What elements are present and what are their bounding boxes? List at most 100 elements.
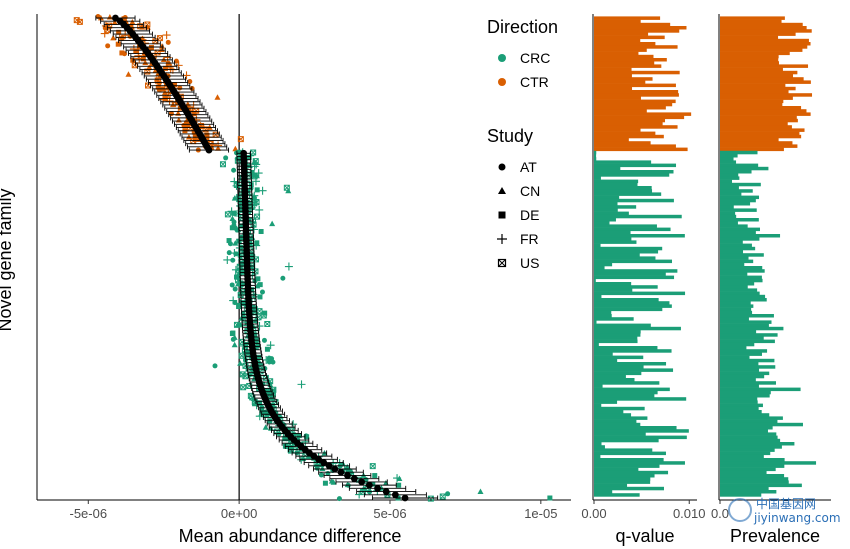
study-point xyxy=(184,122,190,128)
prevalence-bar xyxy=(720,205,734,209)
prevalence-bar xyxy=(720,93,813,97)
q-value-bar xyxy=(594,477,651,481)
prevalence-bar xyxy=(720,102,783,107)
q-value-bar xyxy=(594,317,634,321)
prevalence-bar xyxy=(720,374,765,379)
prevalence-bar xyxy=(720,426,773,430)
prevalence-bar xyxy=(720,211,736,216)
prevalence-bar xyxy=(720,438,781,443)
mean-point xyxy=(344,472,351,479)
q-value-bar xyxy=(594,186,652,190)
prevalence-bar xyxy=(720,470,767,475)
x-tick-label: 1e-05 xyxy=(524,506,557,521)
prevalence-bar xyxy=(720,278,763,283)
q-value-bar xyxy=(594,122,663,126)
q-value-bar xyxy=(594,467,639,472)
study-point xyxy=(439,493,446,500)
q-value-bar xyxy=(594,227,671,232)
q-value-bar xyxy=(594,285,658,289)
prevalence-bar xyxy=(720,272,748,276)
study-point xyxy=(250,162,259,171)
prevalence-bar xyxy=(720,32,796,36)
study-point xyxy=(165,39,171,45)
study-point xyxy=(246,349,252,355)
q-value-bar xyxy=(594,272,666,276)
q-value-bar xyxy=(594,128,641,132)
prevalence-bar xyxy=(720,218,759,222)
prevalence-bar xyxy=(720,179,733,184)
study-point xyxy=(191,111,197,117)
q-value-bar xyxy=(594,54,654,59)
q-value-bar xyxy=(594,246,663,251)
q-value-bar xyxy=(594,109,647,113)
watermark-url: jiyinwang.com xyxy=(753,511,841,525)
prevalence-bar xyxy=(720,250,744,254)
study-point xyxy=(121,16,127,22)
q-value-bar xyxy=(594,96,641,100)
prevalence-bar xyxy=(720,342,755,347)
prevalence-bar xyxy=(720,51,790,56)
q-value-bar xyxy=(594,333,641,337)
legend-crc-label: CRC xyxy=(520,50,550,66)
study-point xyxy=(336,496,342,502)
study-point xyxy=(319,465,326,471)
x-tick-label: -5e-06 xyxy=(69,506,107,521)
prevalence-bar xyxy=(720,42,811,46)
q-value-bar xyxy=(594,83,676,88)
q-value-bar xyxy=(594,22,671,27)
study-point xyxy=(280,275,286,281)
q-value-bar xyxy=(594,448,653,452)
prevalence-bar xyxy=(720,330,757,334)
prevalence-bar xyxy=(720,109,807,113)
prevalence-bar xyxy=(720,70,798,75)
mean-point xyxy=(331,465,339,473)
x-tick-label: 0e+00 xyxy=(221,506,258,521)
study-point xyxy=(270,359,276,365)
q-value-bar xyxy=(594,304,672,308)
q-value-bar xyxy=(594,474,655,478)
study-point xyxy=(134,48,140,54)
q-value-bar xyxy=(594,442,602,446)
study-point xyxy=(266,341,275,350)
watermark-text: 中国基因网 xyxy=(756,496,816,511)
prevalence-bar xyxy=(720,19,782,24)
q-value-bar xyxy=(594,45,678,49)
prevalence-bar xyxy=(720,189,753,193)
prevalence-bar xyxy=(720,269,765,273)
q-value-bar xyxy=(594,93,679,97)
study-point xyxy=(155,84,161,90)
prevalence-bar xyxy=(720,38,809,43)
prevalence-bar xyxy=(720,490,777,494)
study-point xyxy=(148,45,154,51)
prevalence-bar xyxy=(720,67,783,72)
q-value-bar xyxy=(594,269,678,273)
q-value-bar xyxy=(594,326,681,331)
study-point xyxy=(250,292,259,301)
q-value-bar xyxy=(594,259,673,264)
q-value-bar xyxy=(594,410,624,414)
q-value-bar xyxy=(594,218,616,222)
study-point xyxy=(169,101,176,108)
q-value-bar xyxy=(594,362,667,366)
q-value-bar xyxy=(594,138,629,142)
study-point xyxy=(237,254,244,261)
study-point xyxy=(248,185,254,191)
prevalence-bar xyxy=(720,317,749,321)
prevalence-bar xyxy=(720,157,734,161)
study-point xyxy=(229,225,235,231)
q-value-bar xyxy=(594,307,663,312)
study-point xyxy=(106,14,113,20)
study-point xyxy=(229,296,238,305)
q-value-bar xyxy=(594,323,651,328)
q-value-bar xyxy=(594,298,659,302)
watermark: 中国基因网 jiyinwang.com xyxy=(728,496,841,525)
q-value-bar xyxy=(594,336,638,340)
study-point xyxy=(259,407,265,413)
prevalence-bar xyxy=(720,214,737,219)
q-value-bar xyxy=(594,374,626,379)
q-value-bar xyxy=(594,90,679,94)
q-value-bar xyxy=(594,202,618,206)
prevalence-bar xyxy=(720,160,737,164)
q-value-bar xyxy=(594,381,660,385)
legend-ctr-swatch xyxy=(498,78,506,86)
